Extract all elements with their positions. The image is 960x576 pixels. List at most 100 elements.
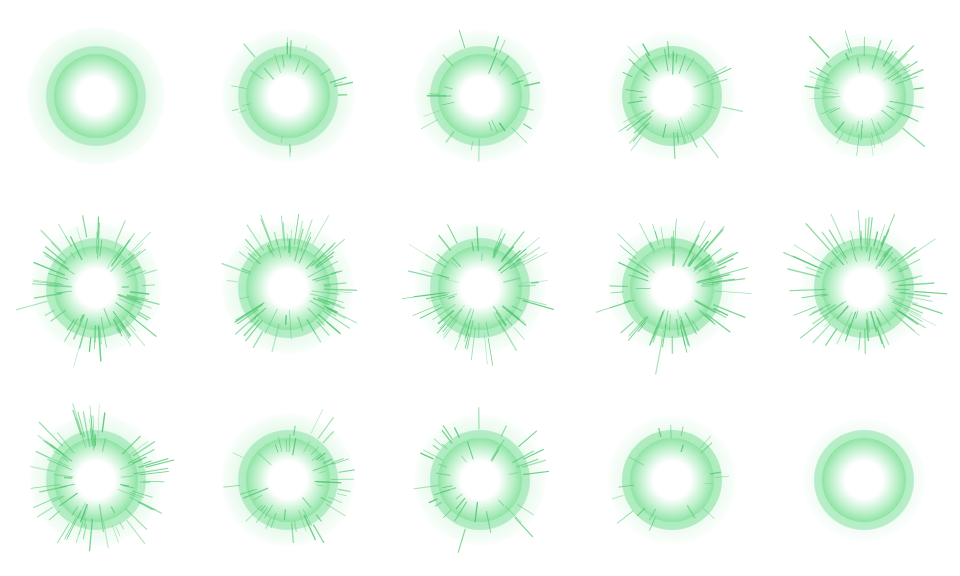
spike <box>893 300 924 314</box>
spike <box>617 233 638 254</box>
spike <box>79 314 84 322</box>
spike <box>850 230 856 251</box>
spike <box>620 321 635 334</box>
spike <box>676 132 680 144</box>
spike <box>310 446 320 456</box>
spike <box>492 439 505 460</box>
spike-burst <box>618 41 743 159</box>
spike <box>33 496 58 509</box>
spike <box>693 254 711 269</box>
spike <box>500 258 521 274</box>
spike <box>451 257 461 267</box>
spike <box>57 432 75 454</box>
spike <box>297 220 304 245</box>
spike <box>493 233 506 258</box>
spike <box>793 306 817 316</box>
spike-burst <box>30 403 175 552</box>
spike <box>701 442 713 453</box>
spike <box>895 288 910 291</box>
spike <box>889 100 897 103</box>
spike <box>115 220 126 243</box>
spike <box>56 290 73 294</box>
spike <box>443 509 451 518</box>
spike-burst <box>595 218 752 375</box>
spike <box>645 53 658 72</box>
spike <box>897 246 916 262</box>
spike <box>97 216 100 239</box>
spike <box>52 458 69 467</box>
spike <box>317 297 335 304</box>
spike <box>902 127 926 148</box>
spike <box>523 449 544 460</box>
spike <box>326 307 337 314</box>
spike <box>309 293 344 303</box>
spike <box>710 78 728 85</box>
spike <box>446 304 465 325</box>
spike <box>812 323 831 344</box>
energy-core <box>438 438 522 522</box>
spike <box>118 294 142 304</box>
spike <box>121 435 141 455</box>
spike <box>836 311 853 345</box>
spike <box>221 262 250 275</box>
spike <box>821 231 839 254</box>
spike <box>792 255 824 271</box>
spike <box>655 337 664 375</box>
spike <box>64 517 77 540</box>
spike <box>703 482 714 485</box>
effect-frame-9 <box>595 218 752 375</box>
spike <box>78 505 89 536</box>
spike <box>873 231 879 247</box>
energy-core <box>438 54 522 138</box>
spike <box>829 261 836 267</box>
spike <box>324 288 358 291</box>
spike <box>265 517 272 529</box>
spike <box>485 511 492 533</box>
spike <box>516 296 547 306</box>
spike <box>129 314 157 337</box>
spike <box>101 412 106 433</box>
spike <box>441 101 455 106</box>
spike <box>825 328 838 346</box>
spike <box>82 215 88 238</box>
spike <box>32 283 58 286</box>
spike <box>639 222 652 248</box>
spike <box>660 330 664 343</box>
spike <box>516 458 539 468</box>
spike <box>231 108 239 112</box>
spike <box>686 57 695 72</box>
spike <box>498 319 517 351</box>
spike <box>312 215 330 245</box>
spike <box>428 93 440 95</box>
spike <box>139 481 151 484</box>
spike <box>330 271 338 275</box>
spike <box>124 297 152 309</box>
spike <box>260 505 266 511</box>
spike <box>883 68 900 81</box>
energy-core <box>630 246 714 330</box>
spike <box>836 131 844 145</box>
spike <box>45 440 73 462</box>
spike <box>516 71 532 80</box>
effect-frame-7 <box>221 213 358 354</box>
effect-frame-2 <box>221 29 355 163</box>
spike <box>871 40 882 70</box>
spike <box>47 273 69 280</box>
spike <box>50 309 67 322</box>
spike <box>809 70 830 81</box>
spike <box>45 255 75 275</box>
spike <box>805 266 823 274</box>
spike <box>317 417 334 440</box>
spike <box>717 257 734 267</box>
effect-frame-12 <box>221 409 355 547</box>
spike <box>234 314 259 335</box>
spike <box>699 230 712 249</box>
spike <box>57 291 66 294</box>
spike <box>127 449 155 464</box>
spike <box>114 316 130 339</box>
spike <box>274 444 279 453</box>
spike <box>90 427 94 447</box>
spike <box>500 55 510 67</box>
spike <box>69 236 83 261</box>
